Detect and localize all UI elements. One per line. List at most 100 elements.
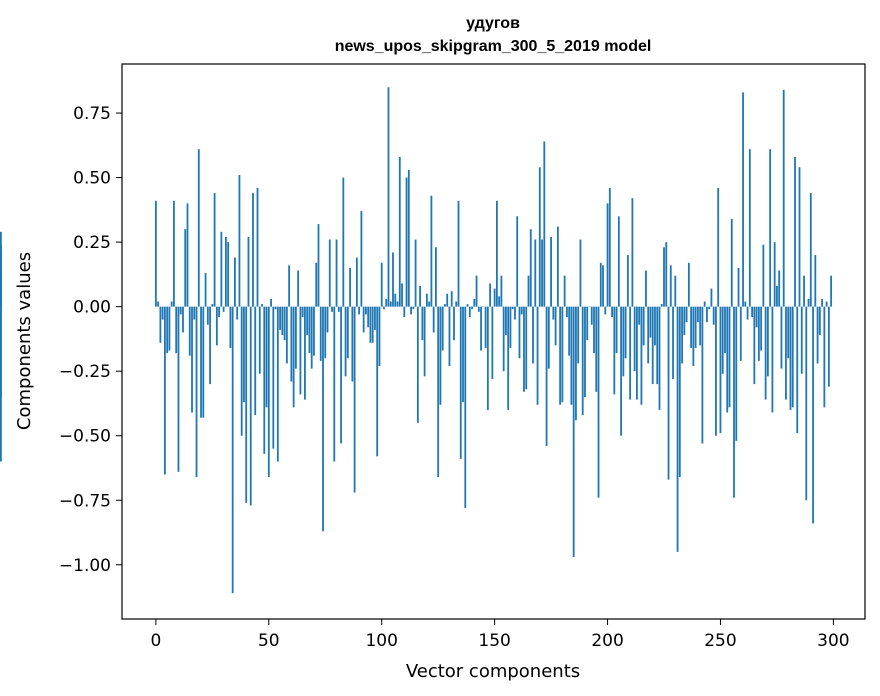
bar	[369, 306, 372, 343]
bar	[340, 306, 342, 444]
bar	[706, 306, 708, 323]
bar	[353, 306, 356, 493]
bar	[360, 211, 363, 307]
bar	[683, 306, 686, 336]
bar	[261, 304, 263, 307]
bar	[559, 306, 562, 405]
bar	[642, 306, 645, 346]
bar	[692, 306, 695, 367]
bar	[392, 252, 394, 307]
bar	[660, 304, 663, 307]
bar	[367, 306, 370, 328]
bar	[771, 306, 774, 413]
bar	[816, 306, 819, 364]
bar	[322, 306, 324, 532]
bar	[326, 306, 329, 333]
bar	[757, 306, 760, 361]
bar	[807, 298, 810, 307]
chart-subtitle: news_upos_skipgram_300_5_2019 model	[335, 38, 652, 55]
bar	[211, 304, 214, 307]
x-tick-label: 250	[704, 631, 736, 651]
bar	[495, 200, 498, 307]
bar	[769, 149, 772, 307]
bar	[827, 306, 830, 387]
bar	[407, 169, 410, 307]
bar	[805, 306, 808, 501]
bar	[787, 306, 790, 359]
bar	[435, 247, 437, 307]
y-tick-label: 0.25	[73, 233, 111, 253]
bar	[177, 306, 180, 472]
y-tick-label: −0.75	[59, 491, 111, 511]
bar	[665, 242, 668, 307]
bar	[751, 306, 753, 317]
bar	[803, 275, 805, 307]
bar	[224, 236, 227, 307]
bar	[785, 306, 787, 400]
bar	[430, 195, 433, 307]
bar	[405, 177, 408, 307]
bar	[294, 306, 297, 369]
bar	[622, 306, 625, 377]
bar	[561, 306, 564, 403]
bar	[710, 288, 713, 307]
bar	[800, 306, 803, 374]
bar	[220, 231, 223, 307]
bar	[825, 301, 828, 307]
bar	[412, 306, 415, 310]
bar	[238, 175, 241, 307]
bar	[227, 242, 230, 307]
bar	[636, 306, 638, 400]
bar	[746, 306, 749, 320]
bar	[631, 198, 634, 307]
bar	[344, 306, 347, 377]
bar	[337, 306, 340, 312]
bar	[663, 247, 665, 307]
bar	[719, 306, 722, 434]
bar	[545, 306, 548, 447]
bar	[437, 306, 440, 478]
bar	[780, 306, 783, 369]
bar	[328, 239, 331, 307]
bar	[597, 306, 600, 498]
bar	[371, 306, 374, 343]
bar	[509, 306, 512, 348]
bar	[263, 306, 266, 454]
bar	[468, 306, 471, 317]
bar	[593, 306, 595, 354]
bar	[536, 306, 539, 405]
bar	[204, 273, 207, 307]
bar	[794, 156, 796, 307]
bar	[708, 306, 711, 310]
bar	[243, 306, 245, 403]
bar	[489, 283, 492, 307]
bar	[608, 187, 611, 307]
bar	[317, 224, 320, 307]
bar	[796, 306, 799, 434]
bar	[464, 306, 467, 508]
bar	[236, 306, 239, 320]
bar	[547, 306, 550, 369]
bar	[310, 306, 313, 369]
bar	[529, 229, 532, 307]
x-tick-label: 0	[150, 631, 161, 651]
bar	[486, 306, 489, 410]
bar	[215, 306, 218, 346]
bar	[276, 306, 279, 462]
bar	[376, 306, 379, 457]
bar	[617, 216, 620, 307]
bar	[346, 306, 349, 359]
bar	[473, 298, 476, 307]
x-tick-label: 100	[365, 631, 397, 651]
bar	[283, 306, 286, 341]
bar	[739, 306, 742, 361]
bar	[717, 187, 720, 307]
bar	[432, 306, 435, 333]
bar	[669, 265, 672, 307]
bar	[315, 262, 318, 307]
bar	[590, 306, 593, 325]
bar	[523, 306, 525, 392]
bar	[218, 306, 221, 317]
bar	[647, 306, 650, 364]
bar	[656, 306, 659, 385]
